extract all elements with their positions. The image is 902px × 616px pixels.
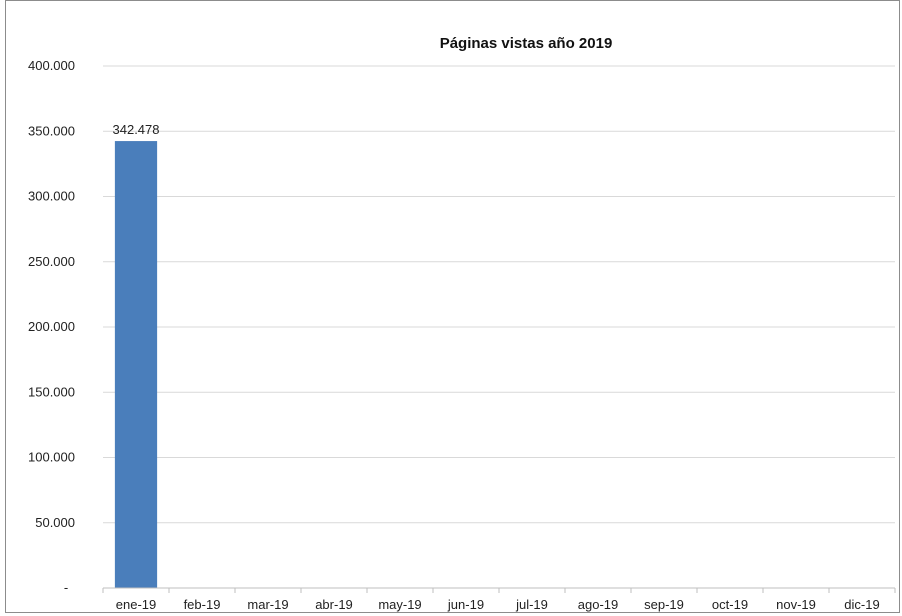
bar-data-label: 342.478: [113, 122, 160, 137]
x-tick-label: sep-19: [644, 597, 684, 612]
x-tick-label: jun-19: [447, 597, 484, 612]
y-tick-label: -: [64, 580, 68, 595]
y-tick-label: 100.000: [28, 450, 75, 465]
x-tick-label: feb-19: [184, 597, 221, 612]
bars: [114, 141, 158, 588]
y-tick-label: 300.000: [28, 189, 75, 204]
x-tick-label: ene-19: [116, 597, 156, 612]
x-tick-label: ago-19: [578, 597, 618, 612]
data-labels: 342.478: [113, 122, 160, 137]
y-tick-label: 150.000: [28, 384, 75, 399]
x-tick-label: may-19: [378, 597, 421, 612]
chart-title: Páginas vistas año 2019: [440, 35, 613, 52]
gridlines: [103, 65, 895, 524]
x-tick-label: nov-19: [776, 597, 816, 612]
bar: [114, 141, 158, 588]
x-tick-label: abr-19: [315, 597, 353, 612]
x-tick-label: mar-19: [247, 597, 288, 612]
x-tick-label: dic-19: [844, 597, 879, 612]
x-tick-label: jul-19: [515, 597, 548, 612]
x-axis: ene-19 feb-19 mar-19 abr-19 may-19 jun-19 jul-…: [102, 587, 896, 612]
y-tick-label: 200.000: [28, 319, 75, 334]
y-tick-label: 350.000: [28, 123, 75, 138]
y-tick-label: 50.000: [35, 515, 75, 530]
y-tick-label: 400.000: [28, 58, 75, 73]
y-axis-tick-labels: - 50.000 100.000 150.000 200.000 250.000 300.0…: [28, 58, 75, 595]
y-tick-label: 250.000: [28, 254, 75, 269]
x-tick-label: oct-19: [712, 597, 748, 612]
